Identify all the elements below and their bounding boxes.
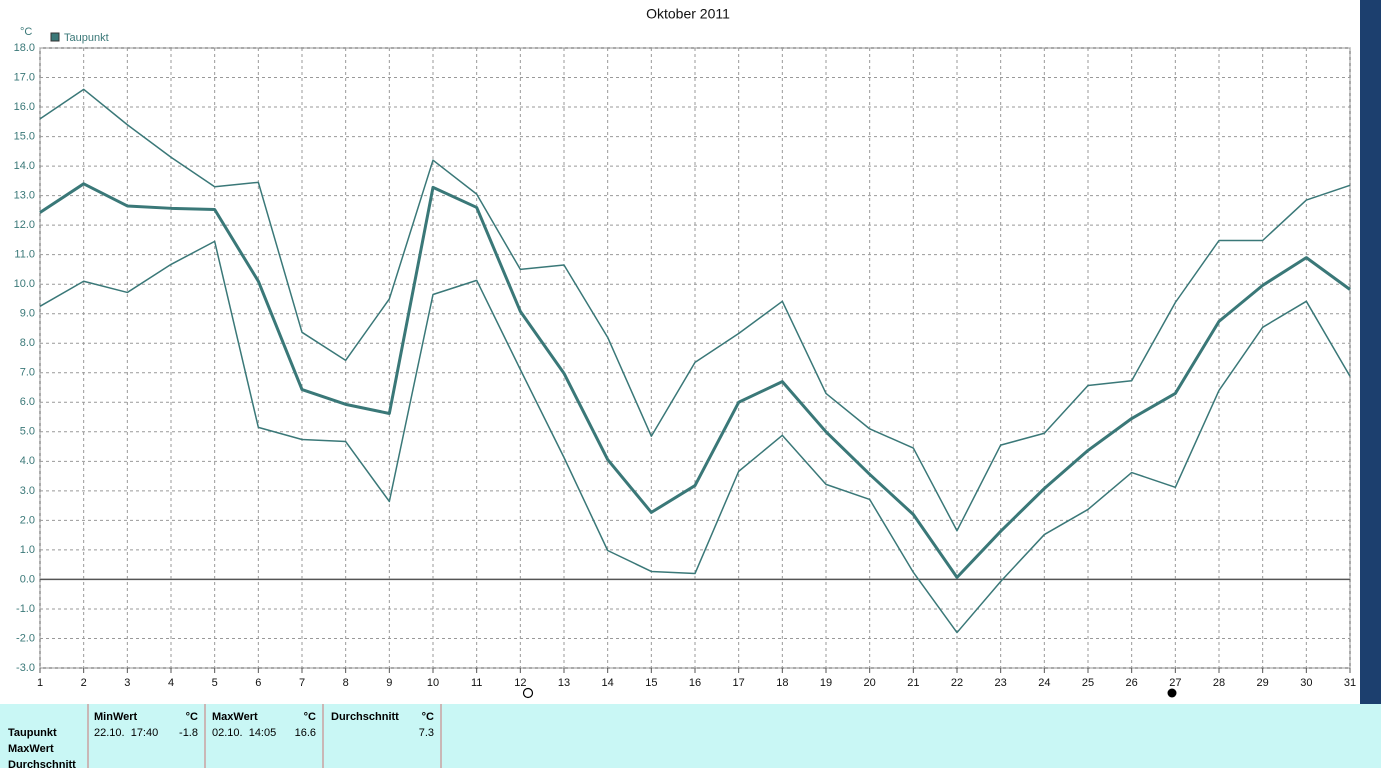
row-label: Taupunkt <box>8 727 57 739</box>
moon-icon <box>1167 688 1177 698</box>
x-tick-label: 7 <box>299 677 305 689</box>
x-tick-label: 19 <box>820 677 832 689</box>
y-tick-label: 2.0 <box>20 514 35 526</box>
y-tick-label: 11.0 <box>14 249 35 261</box>
x-tick-label: 16 <box>689 677 701 689</box>
x-tick-label: 30 <box>1300 677 1312 689</box>
stat-time: 22.10. 17:40 <box>94 727 158 739</box>
y-tick-label: 9.0 <box>20 308 35 320</box>
y-tick-label: -1.0 <box>16 603 35 615</box>
x-tick-label: 13 <box>558 677 570 689</box>
data-line <box>39 240 1351 634</box>
x-tick-label: 21 <box>907 677 919 689</box>
y-tick-label: 6.0 <box>20 396 35 408</box>
x-tick-label: 25 <box>1082 677 1094 689</box>
x-tick-label: 9 <box>386 677 392 689</box>
x-tick-label: 18 <box>776 677 788 689</box>
y-tick-label: 10.0 <box>14 278 35 290</box>
stat-value: -1.8 <box>179 727 198 739</box>
x-tick-label: 29 <box>1257 677 1269 689</box>
x-tick-label: 23 <box>995 677 1007 689</box>
y-tick-label: -2.0 <box>16 632 35 644</box>
y-tick-label: 1.0 <box>20 544 35 556</box>
x-tick-label: 31 <box>1344 677 1356 689</box>
y-tick-label: 5.0 <box>20 426 35 438</box>
y-tick-label: 16.0 <box>14 101 35 113</box>
stat-time: 02.10. 14:05 <box>212 727 276 739</box>
side-strip <box>1360 0 1381 704</box>
y-tick-label: 12.0 <box>14 219 35 231</box>
x-tick-label: 27 <box>1169 677 1181 689</box>
chart-title: Oktober 2011 <box>646 6 730 22</box>
x-tick-label: 10 <box>427 677 439 689</box>
x-tick-label: 14 <box>602 677 614 689</box>
y-tick-label: -3.0 <box>16 662 35 674</box>
x-tick-label: 3 <box>124 677 130 689</box>
row-label: MaxWert <box>8 743 54 755</box>
moon-icon <box>522 687 534 699</box>
stat-value: 16.6 <box>295 727 316 739</box>
x-tick-label: 26 <box>1126 677 1138 689</box>
y-tick-label: 18.0 <box>14 42 35 54</box>
x-tick-label: 1 <box>37 677 43 689</box>
stats-table <box>87 704 442 768</box>
stats-panel <box>0 704 1381 768</box>
y-tick-label: 4.0 <box>20 455 35 467</box>
y-tick-label: 8.0 <box>20 337 35 349</box>
y-tick-label: 0.0 <box>20 573 35 585</box>
x-tick-label: 4 <box>168 677 174 689</box>
y-tick-label: 14.0 <box>14 160 35 172</box>
x-tick-label: 24 <box>1038 677 1050 689</box>
legend-label: Taupunkt <box>64 32 109 44</box>
column-title: MinWert <box>94 711 138 723</box>
column-unit: °C <box>422 711 434 723</box>
row-label: Durchschnitt <box>8 759 76 768</box>
y-tick-label: 15.0 <box>14 130 35 142</box>
stat-value: 7.3 <box>419 727 434 739</box>
x-tick-label: 20 <box>864 677 876 689</box>
x-tick-label: 28 <box>1213 677 1225 689</box>
x-tick-label: 12 <box>514 677 526 689</box>
column-title: MaxWert <box>212 711 258 723</box>
x-tick-label: 11 <box>471 677 482 689</box>
y-tick-label: 3.0 <box>20 485 35 497</box>
y-tick-label: 7.0 <box>20 367 35 379</box>
column-unit: °C <box>304 711 316 723</box>
x-tick-label: 22 <box>951 677 963 689</box>
x-tick-label: 5 <box>212 677 218 689</box>
x-tick-label: 6 <box>255 677 261 689</box>
legend-swatch <box>50 32 60 42</box>
x-tick-label: 17 <box>733 677 745 689</box>
y-tick-label: 17.0 <box>14 71 35 83</box>
x-tick-label: 8 <box>343 677 349 689</box>
data-line <box>39 88 1351 532</box>
y-tick-label: 13.0 <box>14 190 35 202</box>
x-tick-label: 15 <box>645 677 657 689</box>
data-line <box>39 182 1351 579</box>
x-tick-label: 2 <box>81 677 87 689</box>
column-unit: °C <box>186 711 198 723</box>
column-title: Durchschnitt <box>331 711 399 723</box>
y-unit: °C <box>20 26 32 38</box>
